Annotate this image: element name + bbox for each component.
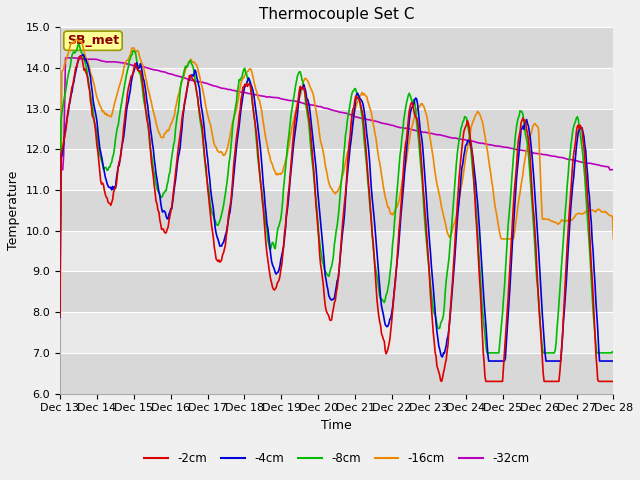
Bar (60, 272, 613, 312)
Legend: -2cm, -4cm, -8cm, -16cm, -32cm: -2cm, -4cm, -8cm, -16cm, -32cm (140, 447, 534, 469)
Bar (60, 68, 613, 108)
Y-axis label: Temperature: Temperature (7, 171, 20, 250)
X-axis label: Time: Time (321, 419, 352, 432)
Title: Thermocouple Set C: Thermocouple Set C (259, 7, 415, 22)
Bar (60, 190, 613, 231)
Text: SB_met: SB_met (67, 34, 119, 47)
Bar (60, 353, 613, 394)
Bar (60, 108, 613, 149)
Bar (60, 231, 613, 272)
Bar (60, 312, 613, 353)
Bar (60, 149, 613, 190)
Bar (60, 27, 613, 68)
